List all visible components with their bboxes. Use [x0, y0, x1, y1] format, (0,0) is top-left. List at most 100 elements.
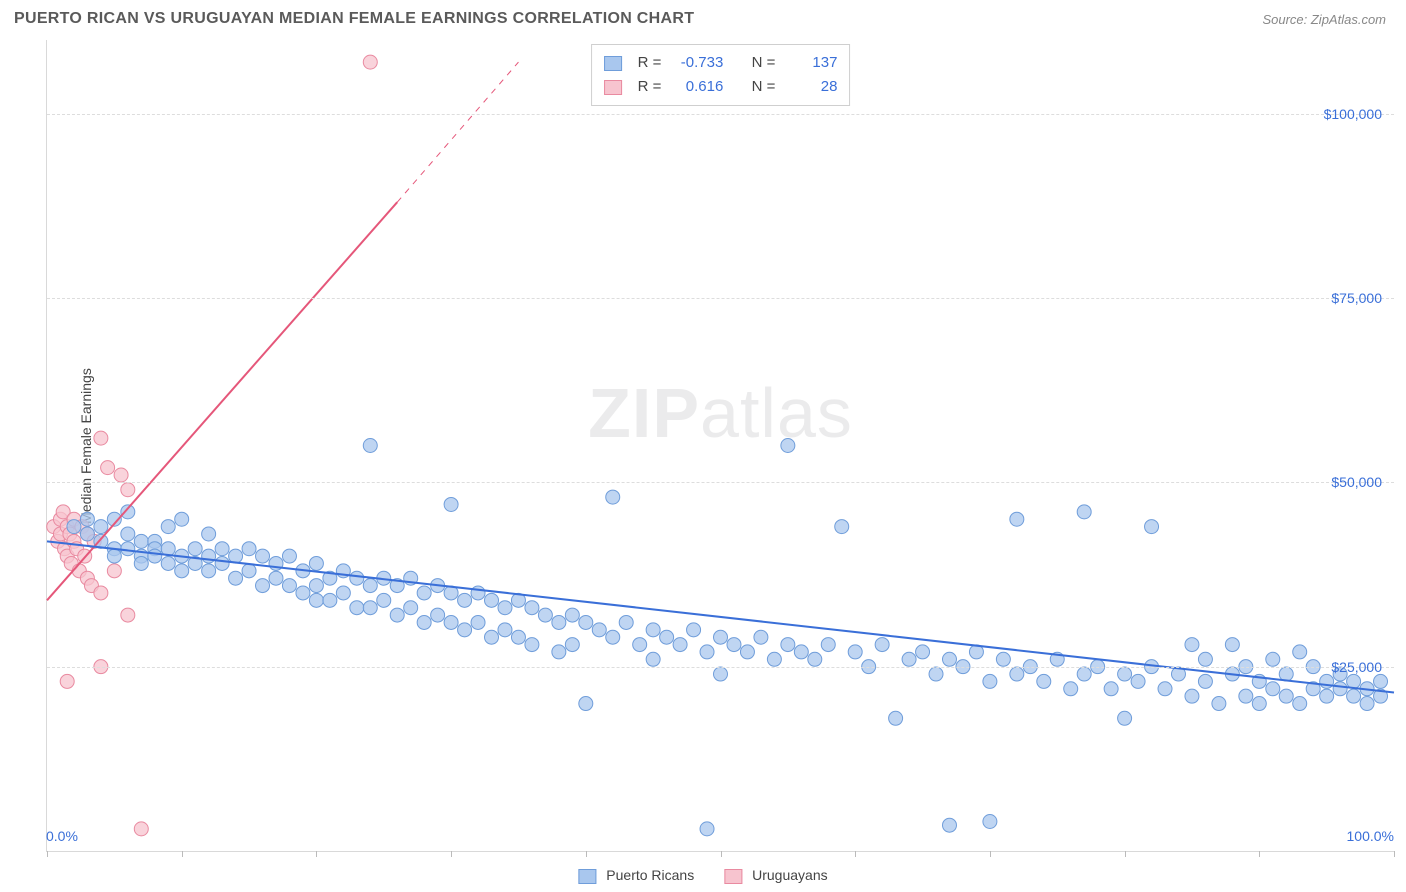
y-tick-label: $100,000 [1324, 106, 1382, 122]
data-point [902, 652, 916, 666]
plot-region: ZIPatlas R = -0.733 N = 137 R = 0.616 N … [46, 40, 1394, 852]
data-point [101, 461, 115, 475]
legend-item-blue: Puerto Ricans [578, 867, 694, 884]
data-point [363, 579, 377, 593]
data-point [94, 520, 108, 534]
data-point [471, 586, 485, 600]
data-point [1252, 697, 1266, 711]
data-point [485, 593, 499, 607]
data-point [1158, 682, 1172, 696]
data-point [1347, 674, 1361, 688]
data-point [835, 520, 849, 534]
data-point [1185, 689, 1199, 703]
data-point [875, 638, 889, 652]
data-point [148, 549, 162, 563]
data-point [363, 55, 377, 69]
y-tick-label: $25,000 [1331, 659, 1382, 675]
data-point [134, 534, 148, 548]
data-point [256, 579, 270, 593]
data-point [511, 630, 525, 644]
data-point [1266, 652, 1280, 666]
data-point [444, 497, 458, 511]
data-point [498, 601, 512, 615]
x-axis-label-right: 100.0% [1347, 828, 1394, 844]
y-tick-label: $50,000 [1331, 474, 1382, 490]
data-point [242, 542, 256, 556]
data-point [134, 556, 148, 570]
data-point [161, 520, 175, 534]
data-point [458, 623, 472, 637]
data-point [282, 579, 296, 593]
data-point [309, 593, 323, 607]
data-point [161, 556, 175, 570]
data-point [1185, 638, 1199, 652]
data-point [80, 527, 94, 541]
data-point [417, 615, 431, 629]
plot-svg [47, 40, 1394, 851]
data-point [794, 645, 808, 659]
x-axis-label-left: 0.0% [46, 828, 78, 844]
data-point [485, 630, 499, 644]
data-point [296, 586, 310, 600]
data-point [1212, 697, 1226, 711]
data-point [458, 593, 472, 607]
trend-line [397, 62, 518, 202]
data-point [673, 638, 687, 652]
data-point [121, 608, 135, 622]
data-point [363, 439, 377, 453]
data-point [404, 601, 418, 615]
data-point [727, 638, 741, 652]
data-point [309, 579, 323, 593]
data-point [579, 697, 593, 711]
data-point [256, 549, 270, 563]
data-point [740, 645, 754, 659]
data-point [714, 667, 728, 681]
data-point [552, 615, 566, 629]
data-point [579, 615, 593, 629]
data-point [202, 564, 216, 578]
y-tick-label: $75,000 [1331, 290, 1382, 306]
swatch-pink-bottom [724, 869, 742, 884]
data-point [565, 638, 579, 652]
data-point [107, 549, 121, 563]
data-point [114, 468, 128, 482]
data-point [633, 638, 647, 652]
data-point [121, 483, 135, 497]
legend-item-pink: Uruguayans [724, 867, 827, 884]
data-point [1320, 689, 1334, 703]
data-point [1064, 682, 1078, 696]
chart-area: Median Female Earnings ZIPatlas R = -0.7… [0, 40, 1406, 852]
data-point [215, 556, 229, 570]
data-point [592, 623, 606, 637]
data-point [363, 601, 377, 615]
data-point [350, 571, 364, 585]
data-point [94, 586, 108, 600]
data-point [202, 527, 216, 541]
data-point [983, 674, 997, 688]
data-point [646, 623, 660, 637]
data-point [1333, 682, 1347, 696]
data-point [229, 571, 243, 585]
data-point [538, 608, 552, 622]
data-point [1360, 697, 1374, 711]
data-point [660, 630, 674, 644]
data-point [1347, 689, 1361, 703]
data-point [525, 638, 539, 652]
data-point [444, 615, 458, 629]
data-point [714, 630, 728, 644]
data-point [1293, 697, 1307, 711]
data-point [781, 638, 795, 652]
data-point [175, 512, 189, 526]
data-point [60, 674, 74, 688]
data-point [1198, 652, 1212, 666]
data-point [1239, 689, 1253, 703]
data-point [1225, 638, 1239, 652]
data-point [1145, 520, 1159, 534]
data-point [377, 593, 391, 607]
data-point [1198, 674, 1212, 688]
data-point [471, 615, 485, 629]
data-point [646, 652, 660, 666]
data-point [1104, 682, 1118, 696]
data-point [983, 815, 997, 829]
chart-title: PUERTO RICAN VS URUGUAYAN MEDIAN FEMALE … [14, 10, 694, 28]
